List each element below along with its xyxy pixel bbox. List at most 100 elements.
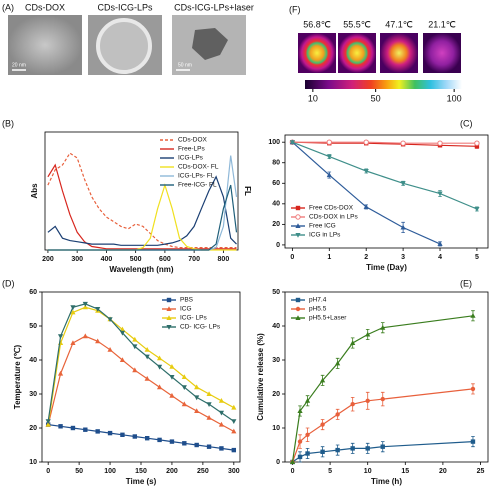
panel-label: (B) — [2, 118, 14, 128]
series-line — [48, 424, 234, 451]
marker — [365, 398, 370, 403]
marker — [400, 224, 406, 230]
legend-marker — [166, 325, 172, 330]
x-tick-label: 25 — [477, 468, 485, 475]
marker — [144, 436, 150, 441]
marker — [119, 326, 126, 332]
x-tick-label: 0 — [46, 468, 50, 475]
marker — [320, 422, 325, 427]
series-line — [292, 141, 477, 147]
colorbar-tick-label: 100 — [447, 93, 462, 103]
series-line — [47, 306, 235, 425]
legend-label: PBS — [180, 297, 194, 304]
series-line — [47, 163, 237, 250]
liposome — [96, 18, 152, 74]
marker — [70, 340, 76, 345]
legend-marker — [166, 297, 172, 303]
marker — [437, 241, 443, 246]
marker — [119, 357, 126, 362]
marker — [132, 336, 138, 342]
x-tick-label: 300 — [71, 256, 83, 263]
y-tick-label: 30 — [272, 357, 280, 364]
x-tick-label: 20 — [439, 468, 447, 475]
marker — [474, 140, 480, 146]
y-tick-label: 50 — [272, 289, 280, 296]
marker — [194, 384, 200, 390]
legend-label: Free ICG — [309, 223, 336, 230]
marker — [218, 410, 225, 416]
x-tick-label: 100 — [104, 468, 116, 475]
x-tick-label: 0 — [290, 254, 294, 261]
marker — [169, 375, 175, 380]
marker — [297, 439, 303, 444]
series-line — [47, 335, 235, 432]
y-tick-label: 40 — [272, 323, 280, 330]
y-tick-label: 40 — [272, 201, 280, 208]
marker — [437, 140, 443, 146]
marker — [45, 419, 51, 424]
thermal-image — [423, 33, 461, 73]
y-tick-label: 0 — [276, 242, 280, 249]
marker — [181, 401, 187, 407]
marker — [181, 374, 187, 379]
legend-label: Free-LPs — [178, 146, 205, 153]
y-tick-label: 60 — [29, 289, 37, 296]
marker — [45, 421, 51, 427]
y-tick-label: 20 — [272, 391, 280, 398]
y-tick-label: 10 — [272, 425, 280, 432]
x-tick-label: 200 — [42, 256, 54, 263]
legend-marker — [166, 315, 172, 320]
marker — [289, 459, 296, 464]
x-tick-label: 1 — [327, 254, 331, 261]
marker — [157, 437, 162, 443]
marker — [474, 206, 480, 212]
marker — [363, 204, 369, 209]
marker — [305, 451, 310, 456]
scale-bar-label: 50 nm — [178, 62, 192, 68]
legend-label: Free CDs-DOX — [309, 205, 354, 212]
legend-label: ICG in LPs — [309, 232, 341, 239]
legend-marker — [295, 233, 301, 238]
legend-marker — [295, 297, 301, 303]
y2-axis-label: FL — [243, 186, 252, 196]
legend-marker — [295, 306, 301, 312]
marker — [70, 305, 76, 311]
series-line — [47, 303, 235, 422]
series-line — [47, 183, 237, 251]
x-tick-label: 500 — [130, 256, 142, 263]
marker — [57, 334, 64, 339]
legend-label: CDs-DOX- FL — [178, 164, 219, 171]
panel-label: (F) — [289, 4, 301, 14]
marker — [304, 398, 311, 403]
marker — [82, 301, 88, 307]
x-tick-label: 150 — [135, 468, 147, 475]
legend-label: pH5.5+Laser — [309, 315, 347, 322]
panel-label: (D) — [2, 278, 15, 288]
marker — [169, 392, 175, 398]
thermal-image — [298, 33, 336, 73]
legend-label: pH5.5 — [309, 306, 327, 313]
marker — [120, 432, 125, 437]
y-axis-label: Abs — [30, 183, 39, 199]
marker — [107, 347, 113, 352]
panel-label: (E) — [460, 278, 472, 288]
y-axis-label: Temperature (℃) — [13, 344, 22, 409]
marker — [132, 434, 138, 439]
image-label: CDs-ICG-LPs — [97, 2, 153, 12]
y-tick-label: 60 — [272, 180, 280, 187]
marker — [289, 140, 295, 145]
legend-label: CDs-DOX — [178, 137, 208, 144]
x-axis-label: Time (s) — [126, 477, 157, 486]
marker — [470, 439, 476, 444]
temperature: 56.8℃ — [303, 19, 331, 29]
x-axis-label: Time (Day) — [366, 263, 407, 272]
colorbar — [305, 80, 462, 89]
x-tick-label: 5 — [328, 468, 332, 475]
legend-label: CDs-DOX in LPs — [309, 214, 359, 221]
plot-frame — [284, 134, 489, 249]
legend-marker — [295, 315, 301, 320]
legend-marker — [295, 205, 301, 211]
plot-frame — [284, 291, 489, 463]
plot-frame — [41, 291, 241, 463]
